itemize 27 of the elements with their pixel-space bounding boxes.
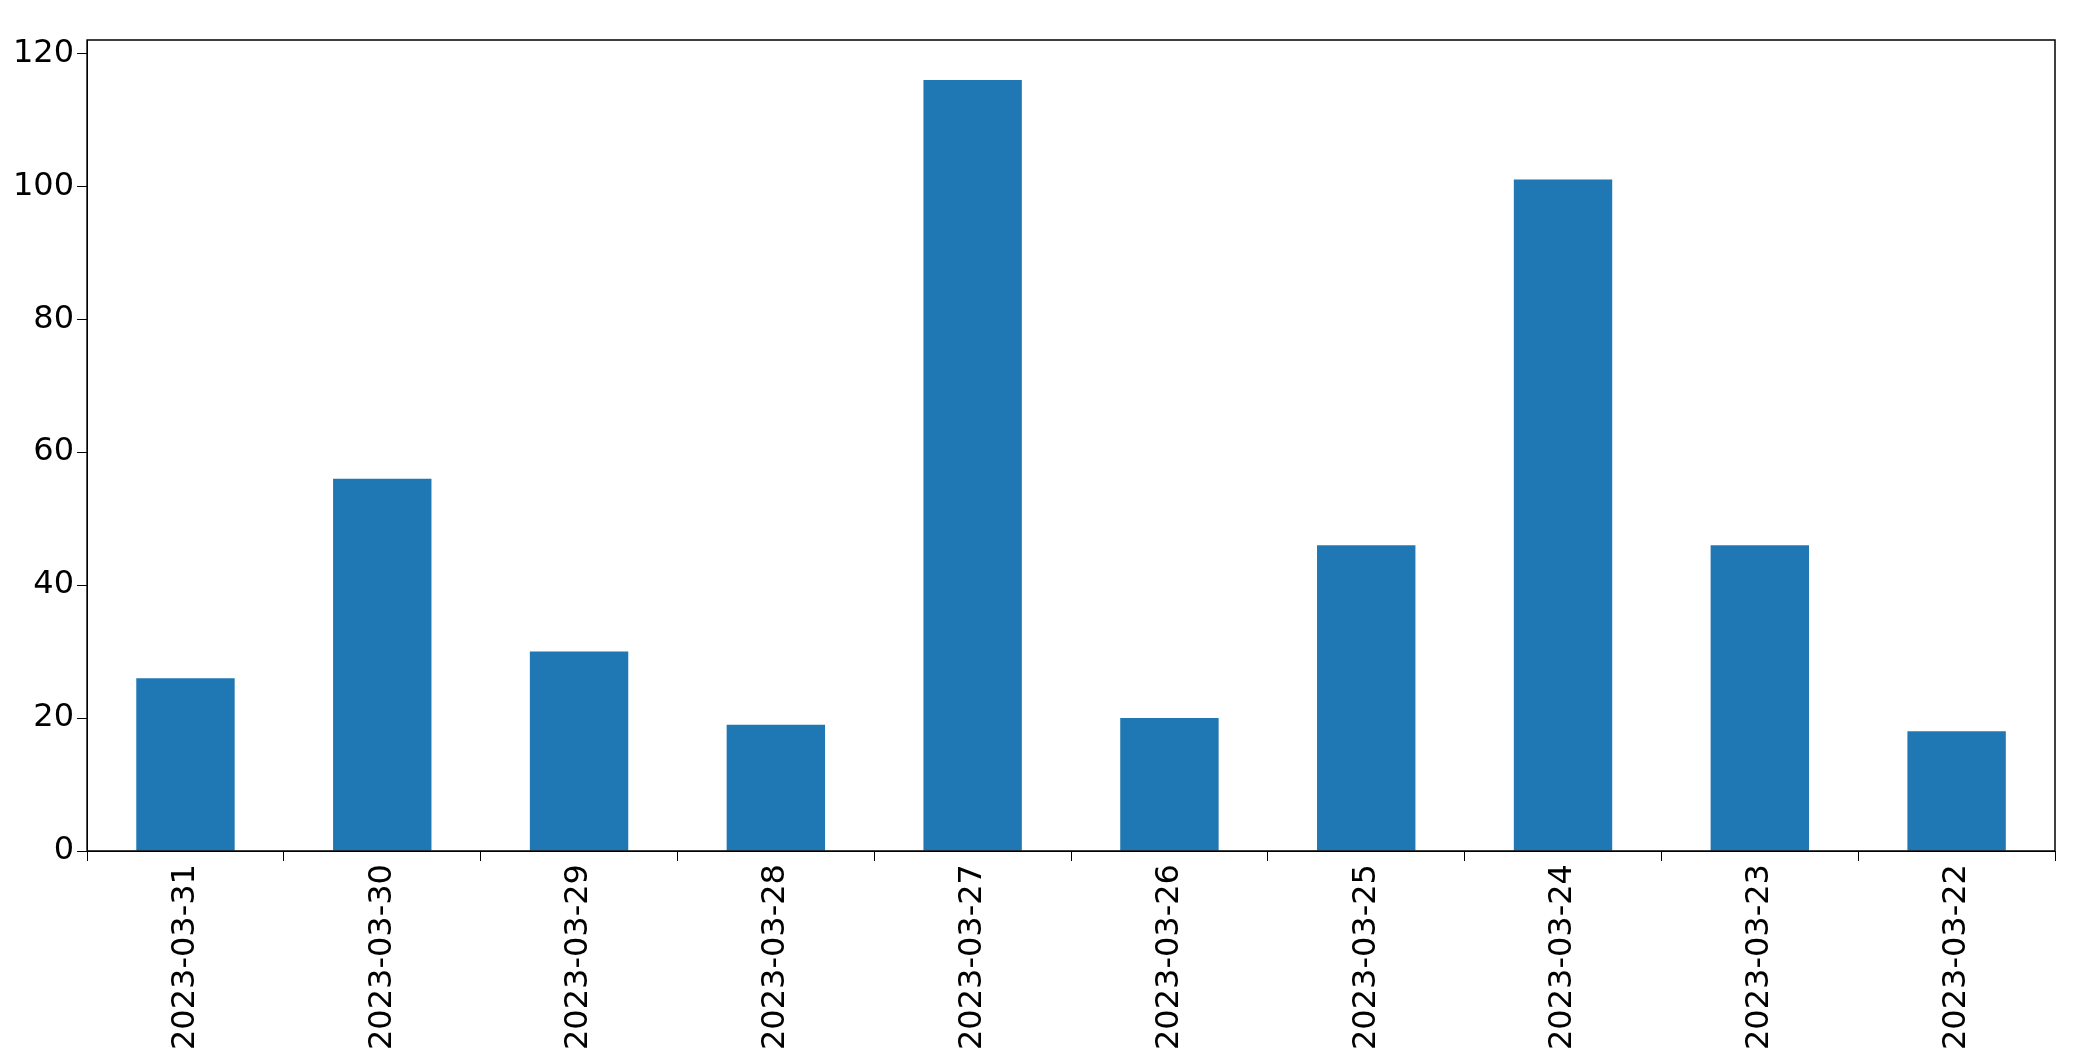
y-tick-label: 100: [13, 164, 75, 203]
bar: [1120, 718, 1219, 851]
bar: [1513, 179, 1613, 851]
bar: [333, 478, 432, 851]
y-tick-label: 0: [53, 829, 75, 868]
bar: [726, 724, 826, 851]
y-tick-label: 60: [33, 430, 75, 469]
x-tick-label: 2023-03-31: [163, 864, 202, 1050]
y-tick-label: 80: [33, 297, 75, 336]
bar: [1710, 545, 1810, 851]
x-tick-label: 2023-03-29: [557, 864, 596, 1050]
x-tick-label: 2023-03-23: [1738, 864, 1777, 1050]
bar: [1907, 731, 2006, 851]
x-tick-label: 2023-03-24: [1541, 864, 1580, 1050]
y-tick-label: 40: [33, 563, 75, 602]
x-tick-label: 2023-03-30: [360, 864, 399, 1050]
y-tick-label: 120: [13, 31, 75, 70]
x-tick-label: 2023-03-27: [950, 864, 989, 1050]
x-tick-label: 2023-03-22: [1934, 864, 1973, 1050]
x-tick-label: 2023-03-25: [1344, 864, 1383, 1050]
bar: [923, 79, 1022, 851]
bar: [136, 678, 235, 851]
x-tick-label: 2023-03-26: [1147, 864, 1186, 1050]
y-tick-label: 20: [33, 696, 75, 735]
x-tick-label: 2023-03-28: [754, 864, 793, 1050]
bar: [1317, 545, 1416, 851]
bar: [529, 651, 629, 851]
